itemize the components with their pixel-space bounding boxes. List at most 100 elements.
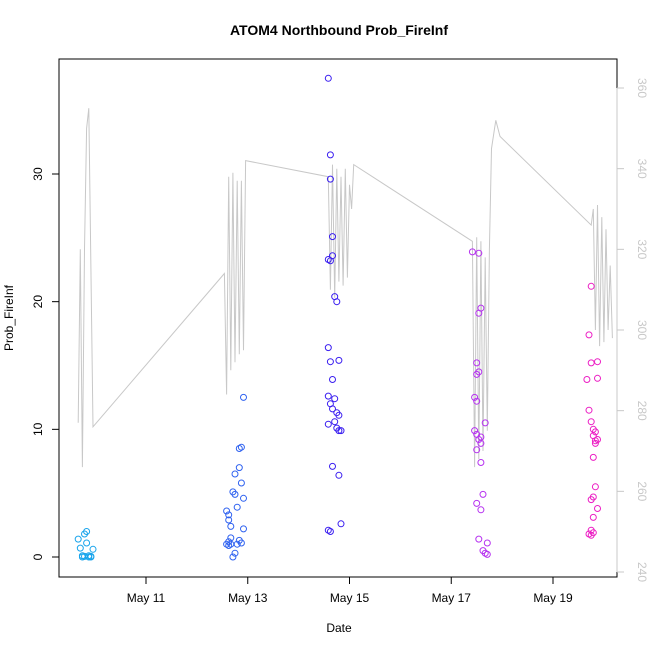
data-point: [329, 376, 336, 383]
data-point: [326, 528, 334, 535]
data-point: [329, 405, 336, 413]
series-group: [468, 248, 491, 558]
data-point: [473, 397, 481, 405]
y-tick-label: 10: [31, 422, 45, 436]
data-point: [335, 471, 343, 479]
data-point: [324, 344, 332, 352]
data-point: [473, 359, 481, 367]
data-point: [329, 233, 336, 241]
x-axis: May 11 May 13 May 15 May 17 May 19: [127, 576, 573, 605]
data-point: [483, 550, 491, 558]
data-point: [326, 358, 334, 366]
data-point: [594, 374, 601, 382]
data-point: [240, 494, 247, 502]
data-point: [76, 544, 84, 552]
data-point: [587, 359, 595, 367]
series-group: [223, 393, 247, 561]
x-tick-label: May 11: [127, 591, 166, 605]
y2-tick-label: 360: [635, 78, 649, 98]
chart-title: ATOM4 Northbound Prob_FireInf: [230, 22, 448, 38]
data-point: [594, 436, 601, 443]
data-point: [477, 439, 485, 447]
data-point: [237, 443, 245, 451]
data-point: [333, 298, 341, 306]
data-point: [227, 522, 235, 530]
series-group: [74, 528, 97, 561]
y2-tick-label: 300: [635, 320, 649, 340]
y-tick-label: 30: [31, 167, 45, 181]
data-point: [477, 459, 485, 466]
data-point: [591, 428, 599, 436]
data-point: [589, 453, 597, 461]
data-point: [329, 252, 336, 260]
data-point: [237, 479, 245, 487]
data-point: [324, 74, 332, 82]
data-point: [225, 511, 233, 519]
secondary-series-line: [77, 108, 613, 468]
data-point: [587, 418, 595, 426]
data-point: [589, 513, 597, 521]
y2-tick-label: 320: [635, 239, 649, 259]
data-point: [335, 427, 343, 435]
data-point: [594, 358, 601, 366]
data-point: [481, 419, 489, 427]
data-point: [479, 490, 487, 498]
data-point: [326, 151, 334, 159]
data-point: [585, 406, 593, 414]
data-point: [231, 490, 239, 498]
data-point: [240, 525, 247, 533]
data-point: [589, 529, 597, 537]
data-point: [591, 483, 599, 491]
data-point: [231, 470, 239, 478]
x-tick-label: May 15: [330, 591, 370, 605]
y-axis-label: Prob_FireInf: [2, 284, 16, 351]
x-tick-label: May 17: [432, 591, 472, 605]
y2-tick-label: 240: [635, 562, 649, 582]
series-group: [324, 74, 345, 535]
series-group: [583, 282, 601, 539]
data-point: [335, 411, 343, 419]
y2-axis: 240 260 280 300 320 340 360: [616, 78, 649, 582]
data-point: [471, 427, 479, 435]
data-point: [475, 535, 483, 543]
data-point: [585, 331, 593, 339]
data-point: [225, 542, 233, 549]
data-point: [468, 248, 476, 256]
data-point: [483, 539, 491, 547]
data-point: [237, 539, 245, 547]
data-point: [473, 499, 481, 507]
data-point: [477, 506, 485, 514]
y2-tick-label: 260: [635, 481, 649, 501]
data-point: [337, 427, 345, 435]
points-layer: [74, 74, 601, 561]
data-point: [89, 545, 97, 553]
x-axis-label: Date: [326, 621, 352, 635]
data-point: [591, 439, 599, 447]
data-point: [235, 464, 243, 472]
data-point: [473, 370, 481, 378]
data-point: [475, 309, 483, 317]
data-point: [324, 420, 332, 428]
x-tick-label: May 19: [533, 591, 573, 605]
data-point: [324, 392, 332, 400]
data-point: [471, 393, 479, 401]
y-tick-label: 0: [31, 553, 45, 560]
data-point: [231, 549, 239, 557]
data-point: [83, 528, 91, 535]
data-point: [74, 535, 82, 543]
y2-tick-label: 280: [635, 401, 649, 421]
data-point: [587, 282, 595, 290]
data-point: [223, 507, 231, 515]
data-point: [85, 552, 93, 560]
data-point: [331, 395, 339, 403]
data-point: [475, 436, 483, 443]
x-tick-label: May 13: [228, 591, 268, 605]
data-point: [329, 462, 336, 470]
data-point: [240, 393, 247, 401]
plot-frame: [58, 58, 618, 578]
y-axis: 0 10 20 30: [31, 167, 60, 560]
data-point: [587, 496, 595, 504]
data-point: [583, 376, 591, 383]
data-point: [233, 503, 241, 511]
data-point: [473, 446, 481, 454]
